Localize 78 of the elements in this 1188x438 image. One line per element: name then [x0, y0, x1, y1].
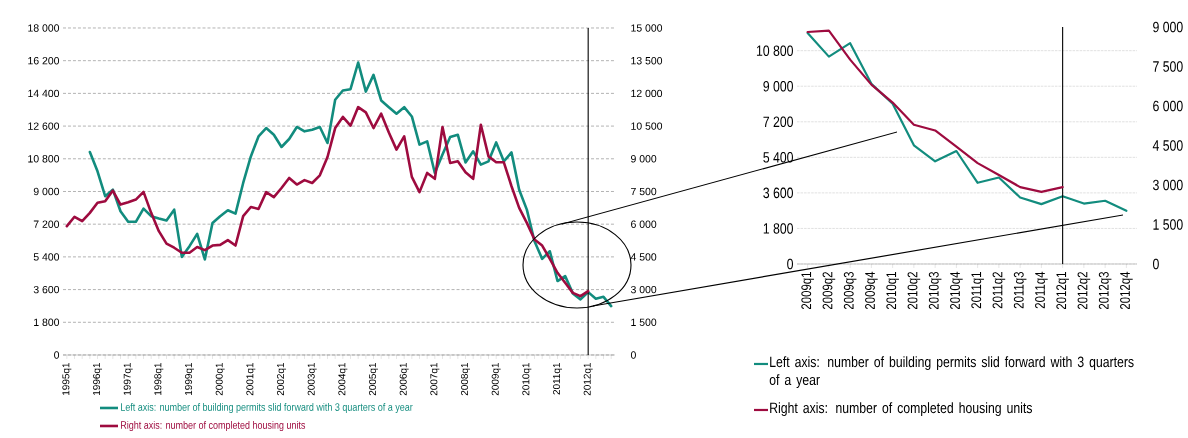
x-tick-label: 2012q1	[1056, 272, 1069, 310]
y-tick-label: 3 600	[763, 187, 793, 199]
x-tick-label: 2011q2	[992, 272, 1006, 309]
y-tick-label: 10 800	[756, 45, 793, 56]
y-tick-label: 16 200	[28, 56, 60, 65]
y-tick-label: 12 600	[28, 122, 60, 130]
line-series	[65, 105, 590, 298]
y2-tick-label: 4 500	[1152, 140, 1183, 151]
y2-tick-label: 1 500	[631, 318, 657, 326]
x-tick-label: 2005q1	[369, 362, 379, 396]
x-tick-label: 2011q4	[1035, 271, 1048, 309]
y-tick-label: 7 200	[763, 116, 793, 128]
legend-label: Right axis: number of completed housing units	[121, 420, 306, 432]
x-tick-label: 1995q1	[62, 362, 72, 395]
y2-tick-label: 6 000	[1153, 100, 1183, 112]
x-tick-label: 2009q1	[801, 272, 814, 310]
y-tick-label: 0	[787, 258, 793, 270]
y2-tick-label: 10 500	[631, 122, 663, 130]
legend-label: Left axis: number of building permits slid forward with 3 quarters of a year	[121, 402, 413, 414]
x-tick-label: 2011q1	[553, 362, 563, 395]
x-tick-label: 2012q2	[1077, 272, 1091, 310]
x-tick-label: 2009q2	[822, 272, 836, 310]
y2-tick-label: 0	[1153, 258, 1159, 270]
x-tick-label: 2000q1	[215, 362, 225, 396]
y-tick-label: 9 000	[763, 80, 793, 92]
y2-tick-label: 1 500	[1153, 219, 1183, 230]
x-tick-label: 2003q1	[307, 362, 317, 396]
y2-tick-label: 15 000	[631, 24, 663, 32]
y-tick-label: 18 000	[28, 24, 60, 32]
x-tick-label: 2008q1	[461, 362, 471, 396]
y-tick-label: 9 000	[33, 187, 60, 196]
x-tick-label: 2010q2	[907, 272, 921, 310]
x-tick-label: 2001q1	[246, 362, 256, 396]
y-tick-label: 1 800	[34, 318, 60, 326]
x-tick-label: 2007q1	[430, 362, 440, 396]
y2-tick-label: 13 500	[631, 56, 663, 65]
y-tick-label: 0	[54, 351, 60, 359]
y-tick-label: 5 400	[33, 253, 60, 261]
line-series	[806, 29, 1064, 193]
y2-tick-label: 4 500	[630, 253, 657, 261]
x-tick-label: 2010q4	[950, 271, 963, 310]
x-tick-label: 1997q1	[123, 362, 133, 395]
legend-label: Left axis: number of building permits slid forward with 3 quarters of a year	[769, 356, 1134, 389]
x-tick-label: 1999q1	[185, 362, 195, 395]
x-tick-label: 2012q3	[1098, 272, 1112, 310]
y2-tick-label: 7 500	[1153, 61, 1183, 72]
x-tick-label: 2011q3	[1013, 272, 1027, 309]
x-tick-label: 2012q1	[583, 362, 593, 396]
y-tick-label: 14 400	[28, 89, 60, 98]
line-series	[88, 61, 613, 308]
y2-tick-label: 12 000	[631, 89, 663, 98]
x-tick-label: 2009q3	[843, 272, 857, 310]
y2-tick-label: 6 000	[631, 220, 657, 228]
y2-tick-label: 3 000	[1153, 179, 1183, 191]
x-tick-label: 2004q1	[338, 362, 348, 396]
line-series	[806, 31, 1128, 212]
x-tick-label: 2006q1	[399, 362, 409, 396]
y2-tick-label: 9 000	[631, 155, 657, 163]
x-tick-label: 1996q1	[93, 362, 103, 395]
y2-tick-label: 0	[630, 351, 636, 359]
y2-tick-label: 3 000	[630, 285, 657, 294]
x-tick-label: 1998q1	[154, 362, 164, 395]
x-tick-label: 2009q1	[491, 362, 501, 396]
y-tick-label: 5 400	[763, 152, 793, 163]
y-tick-label: 10 800	[28, 155, 60, 163]
x-tick-label: 2010q1	[522, 362, 532, 396]
x-tick-label: 2010q3	[928, 272, 942, 310]
x-tick-label: 2012q4	[1120, 271, 1133, 310]
legend-label: Right axis: number of completed housing units	[770, 402, 1033, 417]
y-tick-label: 7 200	[33, 220, 60, 228]
y2-tick-label: 7 500	[631, 187, 657, 196]
x-tick-label: 2011q1	[971, 272, 984, 309]
x-tick-label: 2010q1	[886, 272, 899, 310]
x-tick-label: 2002q1	[277, 362, 287, 396]
y-tick-label: 1 800	[763, 223, 793, 234]
x-tick-label: 2009q4	[865, 271, 878, 310]
y-tick-label: 3 600	[33, 285, 60, 294]
y2-tick-label: 9 000	[1153, 21, 1183, 33]
